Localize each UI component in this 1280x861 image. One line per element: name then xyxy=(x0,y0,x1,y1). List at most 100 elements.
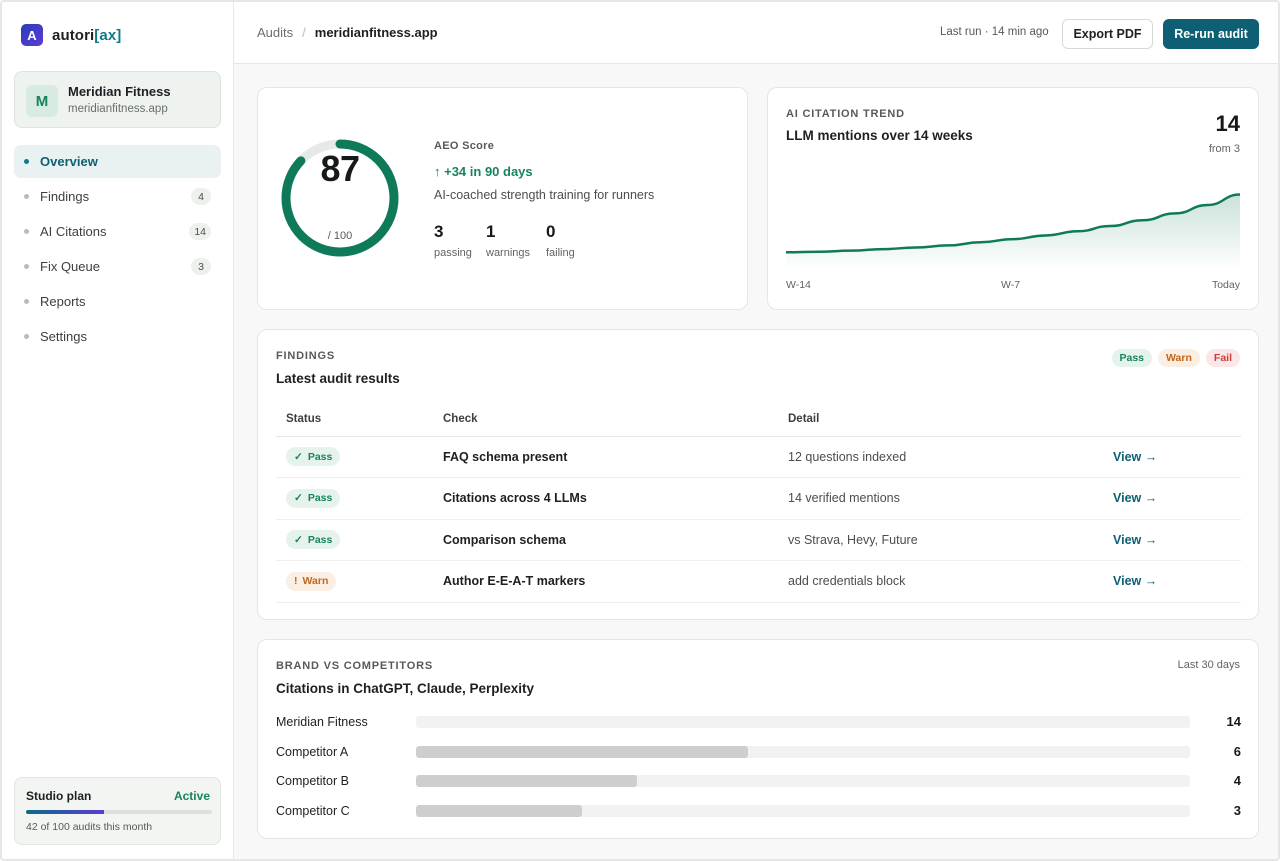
competitor-bar-track xyxy=(416,716,1190,728)
trend-current-value: 14 xyxy=(1215,111,1240,136)
stat-value: 3 xyxy=(434,222,444,241)
trend-tick-label: Today xyxy=(1211,279,1240,291)
view-link[interactable]: View → xyxy=(1113,449,1158,464)
count-badge: 14 xyxy=(189,223,211,240)
brand-name-suffix: [ax] xyxy=(94,26,122,44)
sidebar-item-ai-citations[interactable]: AI Citations 14 xyxy=(14,215,221,248)
sidebar-item-reports[interactable]: Reports xyxy=(14,285,221,318)
competitor-bar xyxy=(416,746,748,758)
column-header: Check xyxy=(433,402,778,437)
table-row: ✓ Pass Comparison schema vs Strava, Hevy,… xyxy=(276,519,1241,561)
view-link[interactable]: View → xyxy=(1113,574,1158,589)
stat-label: failing xyxy=(546,247,575,259)
check-cell: Author E-E-A-T markers xyxy=(433,560,778,603)
competitor-name: Competitor B xyxy=(276,774,349,788)
stat-failing: 0 failing xyxy=(546,222,575,259)
check-cell: Citations across 4 LLMs xyxy=(433,477,778,520)
status-label: Pass xyxy=(307,533,333,546)
sidebar-item-label: Reports xyxy=(40,294,86,309)
export-pdf-button[interactable]: Export PDF xyxy=(1062,19,1153,49)
status-badge: ✓ Pass xyxy=(286,530,341,550)
plan-usage-bar xyxy=(26,810,212,814)
dot-icon xyxy=(24,194,29,199)
status-label: Pass xyxy=(307,492,333,505)
plan-title: Studio plan xyxy=(26,789,92,803)
sidebar-item-fix-queue[interactable]: Fix Queue 3 xyxy=(14,250,221,283)
check-icon: ✓ xyxy=(294,450,303,463)
org-domain: meridianfitness.app xyxy=(68,103,168,115)
site-tagline: AI-coached strength training for runners xyxy=(434,188,655,202)
breadcrumb-separator: / xyxy=(302,25,306,40)
status-legend: Pass Warn Fail xyxy=(1111,349,1240,367)
trend-area xyxy=(786,194,1240,270)
stat-passing: 3 passing xyxy=(434,222,472,259)
competitor-value: 4 xyxy=(1233,773,1241,788)
score-gauge xyxy=(281,139,399,257)
org-switcher[interactable]: M Meridian Fitness meridianfitness.app xyxy=(14,71,221,128)
view-link[interactable]: View → xyxy=(1113,532,1158,547)
dot-icon xyxy=(24,264,29,269)
check-icon: ✓ xyxy=(294,533,303,546)
sidebar-item-settings[interactable]: Settings xyxy=(14,320,221,353)
view-link[interactable]: View → xyxy=(1113,491,1158,506)
competitors-range: Last 30 days xyxy=(1177,659,1240,671)
sidebar-item-findings[interactable]: Findings 4 xyxy=(14,180,221,213)
stat-warnings: 1 warnings xyxy=(486,222,530,259)
findings-table: Status Check Detail ✓ Pass FAQ schema pre… xyxy=(276,402,1241,603)
check-cell: Comparison schema xyxy=(433,519,778,561)
table-row: ✓ Pass FAQ schema present 12 questions in… xyxy=(276,436,1241,478)
sidebar-item-label: Settings xyxy=(40,329,87,344)
sidebar-item-label: Fix Queue xyxy=(40,259,100,274)
legend-fail-pill[interactable]: Fail xyxy=(1205,349,1240,367)
status-cell: ✓ Pass xyxy=(276,519,433,561)
trend-from-value: from 3 xyxy=(1208,143,1240,155)
detail-cell: add credentials block xyxy=(778,560,1103,603)
stat-value: 1 xyxy=(486,222,496,241)
plan-card[interactable]: Studio plan Active 42 of 100 audits this… xyxy=(14,777,221,845)
brand-name-prefix: autori xyxy=(52,26,95,44)
plan-status: Active xyxy=(173,789,210,803)
count-badge: 4 xyxy=(191,188,211,205)
status-badge: ! Warn xyxy=(286,571,337,591)
status-label: Pass xyxy=(307,450,333,463)
legend-pass-pill[interactable]: Pass xyxy=(1111,349,1153,367)
brand-logo[interactable]: A autori[ax] xyxy=(21,24,121,46)
action-cell: View → xyxy=(1103,436,1241,478)
table-row: ! Warn Author E-E-A-T markers add credent… xyxy=(276,560,1241,603)
action-cell: View → xyxy=(1103,477,1241,520)
rerun-audit-button[interactable]: Re-run audit xyxy=(1163,19,1259,49)
breadcrumb-root[interactable]: Audits xyxy=(257,25,294,40)
trend-tick-label: W-7 xyxy=(1001,279,1021,291)
competitor-bar-track xyxy=(416,746,1190,758)
top-bar: Audits / meridianfitness.app Last run · … xyxy=(234,2,1278,64)
competitors-title: Citations in ChatGPT, Claude, Perplexity xyxy=(276,681,535,696)
legend-warn-pill[interactable]: Warn xyxy=(1158,349,1200,367)
sidebar-item-overview[interactable]: Overview xyxy=(14,145,221,178)
column-header: Status xyxy=(276,402,433,437)
dot-icon xyxy=(24,159,29,164)
brand-name: autori[ax] xyxy=(52,27,121,44)
last-run-text: Last run · 14 min ago xyxy=(940,26,1049,38)
org-name: Meridian Fitness xyxy=(68,84,171,99)
citation-trend-card: AI CITATION TREND LLM mentions over 14 w… xyxy=(767,87,1259,310)
competitor-bar xyxy=(416,805,582,817)
competitor-row: Competitor C 3 xyxy=(276,803,1241,819)
competitor-value: 6 xyxy=(1233,744,1241,759)
status-badge: ✓ Pass xyxy=(286,488,341,508)
competitor-name: Competitor C xyxy=(276,804,350,818)
competitors-eyebrow: BRAND vs COMPETITORS xyxy=(276,660,433,672)
score-value: 87 xyxy=(320,148,360,189)
count-badge: 3 xyxy=(191,258,211,275)
status-cell: ✓ Pass xyxy=(276,436,433,478)
warning-icon: ! xyxy=(294,575,298,588)
findings-card: FINDINGS Latest audit results Pass Warn … xyxy=(257,329,1259,620)
competitor-value: 3 xyxy=(1233,803,1241,818)
gauge-arc xyxy=(281,139,399,257)
dot-icon xyxy=(24,334,29,339)
score-max: / 100 xyxy=(327,230,353,242)
trend-title: LLM mentions over 14 weeks xyxy=(786,128,973,143)
detail-cell: 14 verified mentions xyxy=(778,477,1103,520)
score-label: AEO Score xyxy=(434,140,495,152)
plan-usage-fill xyxy=(26,810,105,814)
